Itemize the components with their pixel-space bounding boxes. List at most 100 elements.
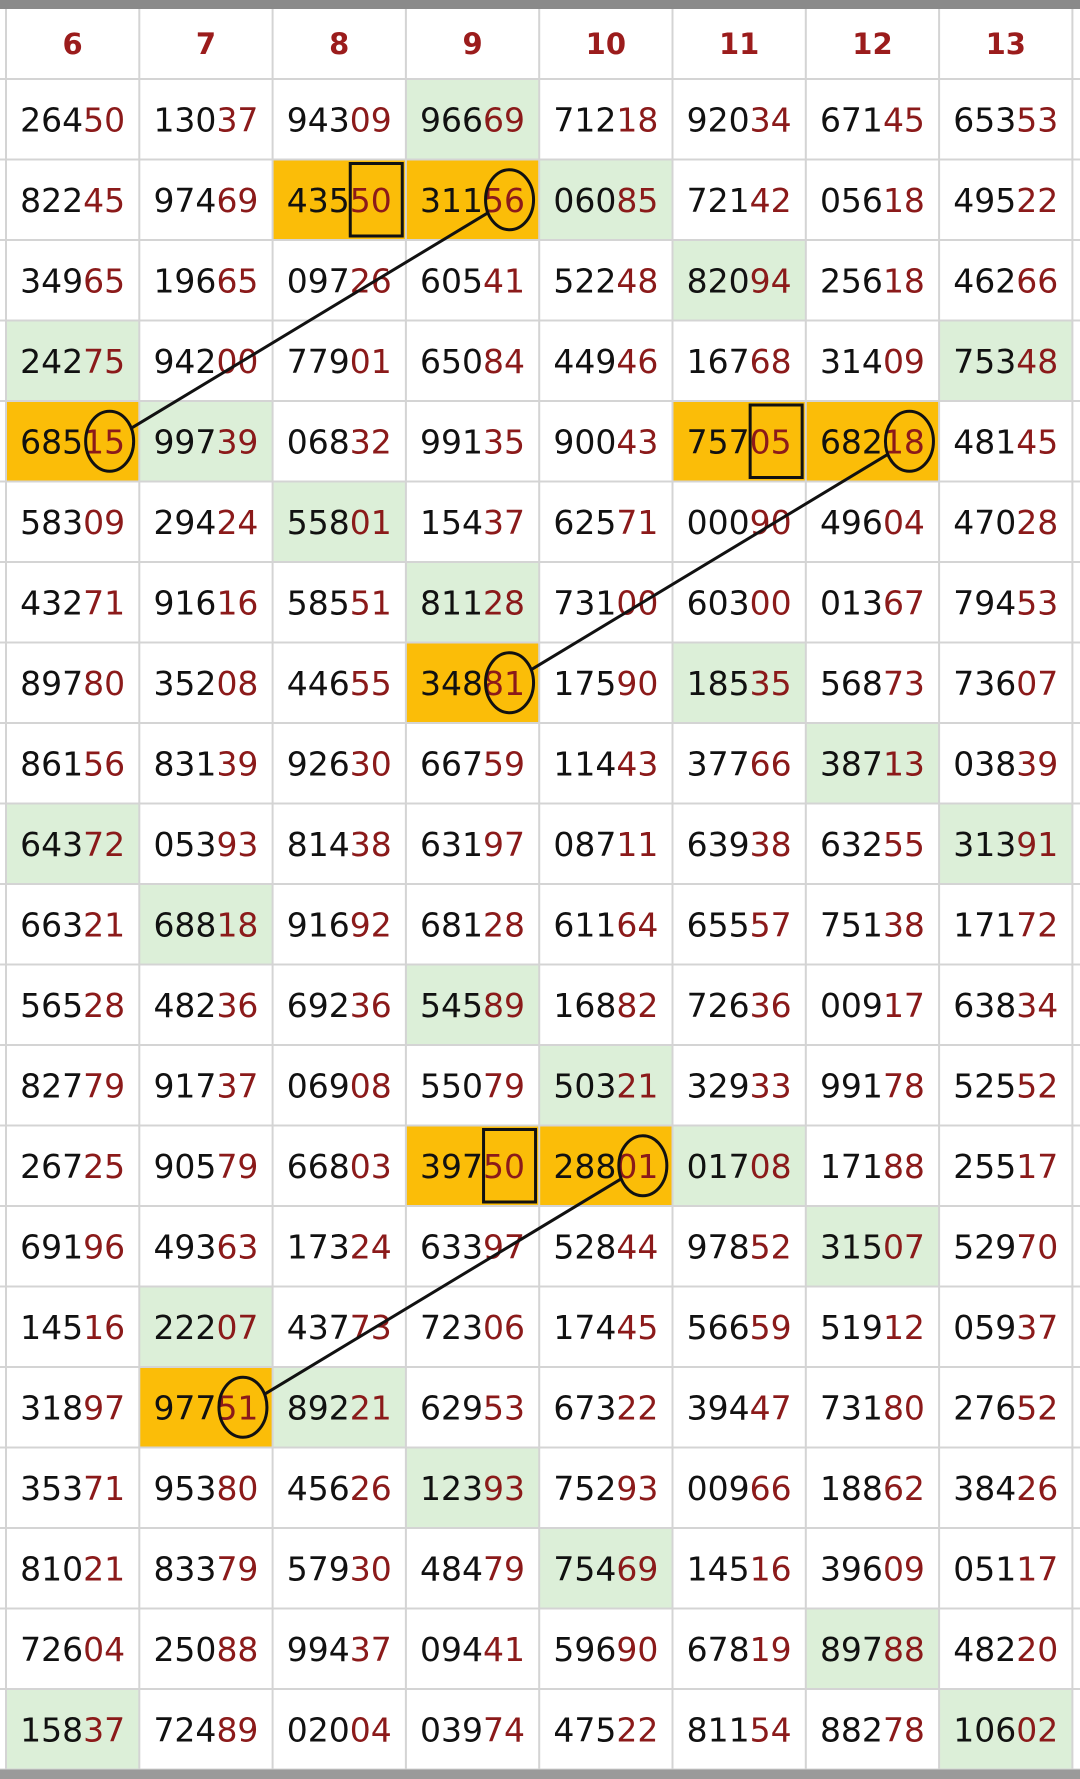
cell-number: 46266 (953, 261, 1058, 300)
number-prefix: 811 (687, 1710, 750, 1749)
number-suffix: 01 (350, 502, 392, 541)
cell-number: 01367 (820, 583, 925, 622)
number-prefix: 114 (553, 744, 616, 783)
number-suffix: 38 (750, 824, 792, 863)
number-prefix: 449 (553, 341, 616, 380)
cell-number: 15837 (20, 1710, 125, 1749)
number-prefix: 603 (687, 583, 750, 622)
number-suffix: 26 (1016, 1468, 1058, 1507)
number-suffix: 93 (216, 824, 258, 863)
number-prefix: 264 (20, 100, 83, 139)
cell-number: 86156 (20, 744, 125, 783)
number-suffix: 89 (216, 1710, 258, 1749)
number-suffix: 03 (350, 1146, 392, 1185)
cell-number: 68218 (820, 422, 925, 461)
number-suffix: 78 (883, 1710, 925, 1749)
number-prefix: 056 (820, 180, 883, 219)
number-prefix: 974 (153, 180, 216, 219)
orange-cell (6, 401, 140, 482)
cell-number: 83379 (153, 1549, 258, 1588)
cell-number: 38426 (953, 1468, 1058, 1507)
cell-number: 58309 (20, 502, 125, 541)
number-suffix: 22 (616, 1388, 658, 1427)
number-prefix: 038 (953, 744, 1016, 783)
cell-number: 56659 (687, 1307, 792, 1346)
number-suffix: 42 (750, 180, 792, 219)
column-header: 8 (329, 27, 349, 61)
column-header: 12 (852, 27, 892, 61)
number-prefix: 145 (20, 1307, 83, 1346)
cell-number: 16882 (553, 985, 658, 1024)
green-cell (672, 642, 806, 723)
cell-number: 13037 (153, 100, 258, 139)
number-suffix: 16 (216, 583, 258, 622)
number-prefix: 681 (420, 905, 483, 944)
number-suffix: 97 (483, 824, 525, 863)
cell-number: 48220 (953, 1629, 1058, 1668)
cell-number: 00966 (687, 1468, 792, 1507)
number-prefix: 528 (553, 1227, 616, 1266)
number-prefix: 314 (820, 341, 883, 380)
number-suffix: 21 (616, 1066, 658, 1105)
number-suffix: 04 (83, 1629, 125, 1668)
cell-number: 17324 (287, 1227, 392, 1266)
cell-number: 34965 (20, 261, 125, 300)
number-prefix: 053 (153, 824, 216, 863)
number-prefix: 175 (553, 663, 616, 702)
number-prefix: 009 (687, 1468, 750, 1507)
number-suffix: 30 (350, 744, 392, 783)
cell-number: 62953 (420, 1388, 525, 1427)
number-suffix: 56 (83, 744, 125, 783)
cell-number: 63397 (420, 1227, 525, 1266)
green-cell (6, 320, 140, 401)
number-prefix: 655 (687, 905, 750, 944)
number-suffix: 96 (83, 1227, 125, 1266)
number-prefix: 039 (420, 1710, 483, 1749)
cell-number: 82245 (20, 180, 125, 219)
cell-number: 89780 (20, 663, 125, 702)
number-suffix: 32 (350, 422, 392, 461)
number-suffix: 72 (1016, 905, 1058, 944)
number-prefix: 174 (553, 1307, 616, 1346)
number-suffix: 38 (350, 824, 392, 863)
number-suffix: 69 (216, 180, 258, 219)
number-prefix: 997 (153, 422, 216, 461)
circle-marker (217, 1375, 269, 1439)
number-suffix: 38 (883, 905, 925, 944)
number-suffix: 37 (83, 1710, 125, 1749)
number-suffix: 81 (483, 663, 525, 702)
cell-number: 67819 (687, 1629, 792, 1668)
number-suffix: 75 (83, 341, 125, 380)
number-prefix: 726 (20, 1629, 83, 1668)
number-suffix: 28 (1016, 502, 1058, 541)
number-prefix: 632 (820, 824, 883, 863)
number-prefix: 470 (953, 502, 1016, 541)
cell-number: 16768 (687, 341, 792, 380)
number-prefix: 916 (287, 905, 350, 944)
number-prefix: 726 (687, 985, 750, 1024)
number-prefix: 522 (553, 261, 616, 300)
cell-number: 62571 (553, 502, 658, 541)
number-suffix: 37 (216, 100, 258, 139)
link-line (263, 1177, 623, 1396)
number-suffix: 20 (1016, 1629, 1058, 1668)
number-prefix: 068 (287, 422, 350, 461)
cell-number: 95380 (153, 1468, 258, 1507)
number-suffix: 16 (750, 1549, 792, 1588)
cell-number: 18862 (820, 1468, 925, 1507)
column-header: 13 (986, 27, 1026, 61)
number-suffix: 84 (483, 341, 525, 380)
number-suffix: 50 (483, 1146, 525, 1185)
cell-number: 82779 (20, 1066, 125, 1105)
number-suffix: 71 (83, 1468, 125, 1507)
number-suffix: 82 (616, 985, 658, 1024)
cell-number: 55801 (287, 502, 392, 541)
box-marker (348, 162, 404, 238)
number-prefix: 978 (687, 1227, 750, 1266)
green-cell (139, 401, 273, 482)
number-suffix: 22 (1016, 180, 1058, 219)
cell-number: 05117 (953, 1549, 1058, 1588)
number-suffix: 55 (350, 663, 392, 702)
cell-number: 12393 (420, 1468, 525, 1507)
green-cell (805, 1206, 940, 1287)
